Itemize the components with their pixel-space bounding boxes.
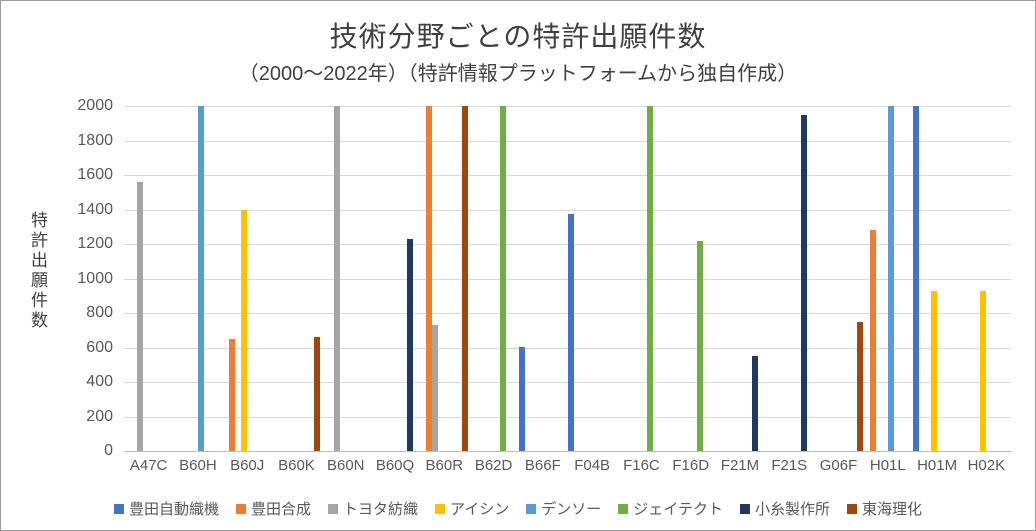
- legend-marker: [328, 503, 338, 514]
- legend-marker: [435, 503, 446, 514]
- gridline: [124, 175, 1011, 176]
- legend-item: トヨタ紡織: [328, 498, 418, 519]
- x-axis-label: F21S: [771, 457, 808, 474]
- y-tick-label: 600: [86, 338, 113, 356]
- gridline: [124, 313, 1011, 314]
- x-axis-label: G06F: [819, 457, 858, 474]
- x-axis-label: B60K: [278, 457, 315, 474]
- bar-H01L-4: [887, 106, 894, 451]
- x-axis-label: H02K: [967, 457, 1006, 474]
- bar-F21M-6: [751, 356, 758, 451]
- x-axis-label: B60R: [425, 457, 464, 474]
- bar-F21S-6: [801, 114, 808, 451]
- legend-label: 豊田自動織機: [128, 501, 219, 518]
- legend-item: 小糸製作所: [740, 498, 830, 519]
- legend-item: 豊田自動織機: [113, 498, 219, 519]
- legend-marker: [618, 503, 629, 514]
- bar-G06F-7: [856, 321, 863, 451]
- y-axis-title: 特許出願件数: [28, 211, 47, 331]
- bar-H01M-3: [931, 291, 938, 451]
- bar-B62D-5: [499, 106, 506, 451]
- x-axis-label: F04B: [574, 457, 611, 474]
- bar-H01L-1: [869, 230, 876, 451]
- y-tick-label: 1600: [77, 166, 113, 183]
- gridline: [124, 278, 1011, 280]
- legend-item: 豊田合成: [235, 498, 311, 519]
- legend-item: 東海理化: [847, 498, 922, 519]
- legend-marker: [740, 503, 750, 514]
- bar-H02K-3: [980, 291, 987, 451]
- y-tick-label: 1000: [77, 269, 113, 287]
- y-tick-label: 200: [86, 407, 113, 425]
- legend: 豊田自動織機 豊田合成 トヨタ紡織 アイシン デンソー ジェイテクト 小糸製作所 東海理化: [1, 498, 1035, 519]
- y-tick-label: 800: [86, 304, 113, 321]
- bar-F16C-5: [647, 106, 654, 451]
- gridline: [124, 140, 1011, 142]
- bar-B60R-1: [426, 106, 433, 451]
- bar-B60J-3: [241, 209, 248, 451]
- bar-B66F-0: [518, 346, 525, 451]
- y-tick-label: 1800: [77, 131, 113, 149]
- y-tick-label: 400: [86, 373, 113, 390]
- legend-label: 小糸製作所: [755, 501, 831, 518]
- x-axis-label: H01L: [869, 457, 906, 474]
- x-axis-label: F16D: [672, 457, 710, 474]
- y-tick-label: 0: [104, 442, 113, 459]
- legend-item: アイシン: [435, 498, 509, 519]
- x-axis-label: B60Q: [375, 457, 415, 474]
- legend-marker: [847, 503, 858, 514]
- x-axis-label: A47C: [129, 457, 168, 474]
- legend-label: 豊田合成: [250, 501, 311, 518]
- x-axis-label: B60N: [326, 457, 365, 474]
- gridline: [124, 244, 1011, 245]
- chart-title: 技術分野ごとの特許出願件数: [329, 21, 707, 52]
- bar-A47C-2: [136, 181, 143, 451]
- bar-B60H-4: [197, 106, 204, 451]
- bar-F04B-0: [568, 213, 575, 451]
- x-axis-label: B62D: [474, 457, 513, 474]
- bar-B60N-2: [333, 106, 340, 451]
- legend-item: デンソー: [526, 498, 601, 519]
- gridline: [124, 347, 1011, 349]
- legend-label: ジェイテクト: [633, 501, 723, 518]
- bar-B60R-7: [462, 106, 469, 451]
- gridline: [124, 416, 1011, 418]
- y-tick-label: 1200: [77, 235, 113, 252]
- legend-label: 東海理化: [862, 501, 923, 518]
- legend-item: ジェイテクト: [618, 498, 723, 519]
- legend-label: アイシン: [450, 501, 510, 518]
- bar-B60Q-6: [407, 238, 414, 451]
- x-axis-label: B66F: [524, 457, 561, 474]
- legend-label: トヨタ紡織: [343, 501, 419, 518]
- gridline: [124, 209, 1011, 211]
- bar-F16D-5: [696, 241, 703, 451]
- legend-marker: [526, 503, 537, 514]
- legend-marker: [235, 503, 246, 514]
- legend-label: デンソー: [541, 501, 602, 518]
- y-tick-label: 1400: [77, 200, 113, 218]
- y-tick-label: 2000: [77, 97, 113, 114]
- plot-area: [124, 106, 1011, 452]
- bar-B60K-7: [314, 337, 321, 451]
- x-axis-label: H01M: [917, 457, 958, 474]
- legend-marker: [113, 503, 124, 514]
- x-axis-label: F16C: [623, 457, 660, 474]
- x-axis-label: B60J: [230, 457, 265, 474]
- gridline: [124, 382, 1011, 383]
- bar-B60J-1: [229, 338, 236, 451]
- x-axis-label: B60H: [179, 457, 217, 474]
- x-axis-label: F21M: [720, 457, 760, 474]
- gridline: [124, 106, 1011, 107]
- bar-H01M-0: [913, 106, 920, 451]
- bar-B60R-2: [432, 325, 439, 451]
- chart-subtitle: （2000〜2022年）（特許情報プラットフォームから独自作成）: [238, 63, 798, 85]
